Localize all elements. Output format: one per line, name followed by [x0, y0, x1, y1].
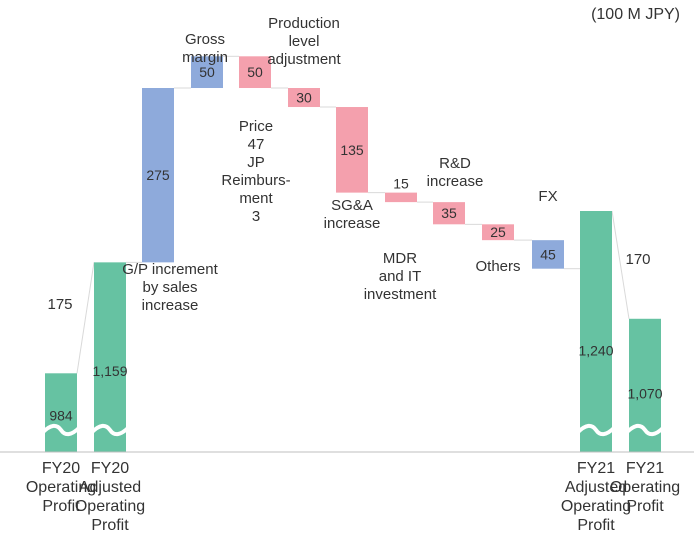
value-label-3: 50 — [199, 64, 215, 80]
axis-break-11 — [575, 423, 617, 437]
annotation-mdr: MDR and IT investment — [363, 250, 437, 303]
annotation-price: Price 47 JP Reimburs-ment 3 — [221, 118, 291, 225]
bar-2 — [142, 88, 174, 263]
bar-5 — [288, 88, 320, 108]
annotation-adjustment-fy21: 170 — [625, 251, 651, 268]
annotation-sga: SG&A increase — [323, 197, 381, 232]
annotation-rd: R&D increase — [426, 155, 484, 190]
axis-break-1 — [89, 423, 131, 437]
unit-label: (100 M JPY) — [591, 6, 680, 23]
annotation-adjustment-fy20: 175 — [47, 296, 73, 313]
value-label-1: 1,159 — [92, 363, 127, 379]
bar-6 — [336, 107, 368, 193]
annotation-fx: FX — [538, 188, 558, 205]
connector-adjustment-fy21 — [611, 210, 630, 319]
bar-7 — [385, 192, 417, 203]
connector-adjustment-fy20 — [76, 262, 95, 374]
bar-4 — [239, 56, 271, 89]
axis-break-0 — [40, 423, 82, 437]
value-label-8: 35 — [441, 205, 457, 221]
category-label-1: FY20 Adjusted Operating Profit — [74, 460, 146, 534]
value-label-6: 135 — [340, 142, 364, 158]
value-label-10: 45 — [540, 246, 556, 262]
bars — [45, 56, 661, 452]
bar-8 — [433, 202, 465, 225]
annotation-production-level: Production level adjustment — [267, 15, 341, 68]
axis-breaks — [40, 423, 666, 437]
annotation-others: Others — [475, 258, 521, 275]
category-label-0: FY20 Operating Profit — [25, 460, 97, 515]
value-label-7: 15 — [393, 176, 409, 192]
connector-lines — [76, 55, 630, 374]
value-label-5: 30 — [296, 90, 312, 106]
bar-11 — [580, 211, 612, 452]
category-label-11: FY21 Adjusted Operating Profit — [560, 460, 632, 534]
value-label-11: 1,240 — [578, 343, 613, 359]
value-label-0: 984 — [49, 408, 73, 424]
bar-10 — [532, 240, 564, 269]
axis-break-12 — [624, 423, 666, 437]
value-label-9: 25 — [490, 224, 506, 240]
value-label-4: 50 — [247, 64, 263, 80]
annotation-gross-margin: Gross margin — [182, 31, 228, 66]
annotation-gp-increment: G/P increment by sales increase — [122, 261, 218, 314]
value-label-2: 275 — [146, 167, 170, 183]
bar-1 — [94, 262, 126, 452]
bar-0 — [45, 373, 77, 452]
category-label-12: FY21 Operating Profit — [609, 460, 681, 515]
value-label-12: 1,070 — [627, 386, 662, 402]
bar-9 — [482, 224, 514, 241]
value-labels: 984 1,159 275 50 50 30 135 15 35 25 45 1,240 1,070 — [49, 64, 662, 423]
bar-3 — [191, 56, 223, 89]
